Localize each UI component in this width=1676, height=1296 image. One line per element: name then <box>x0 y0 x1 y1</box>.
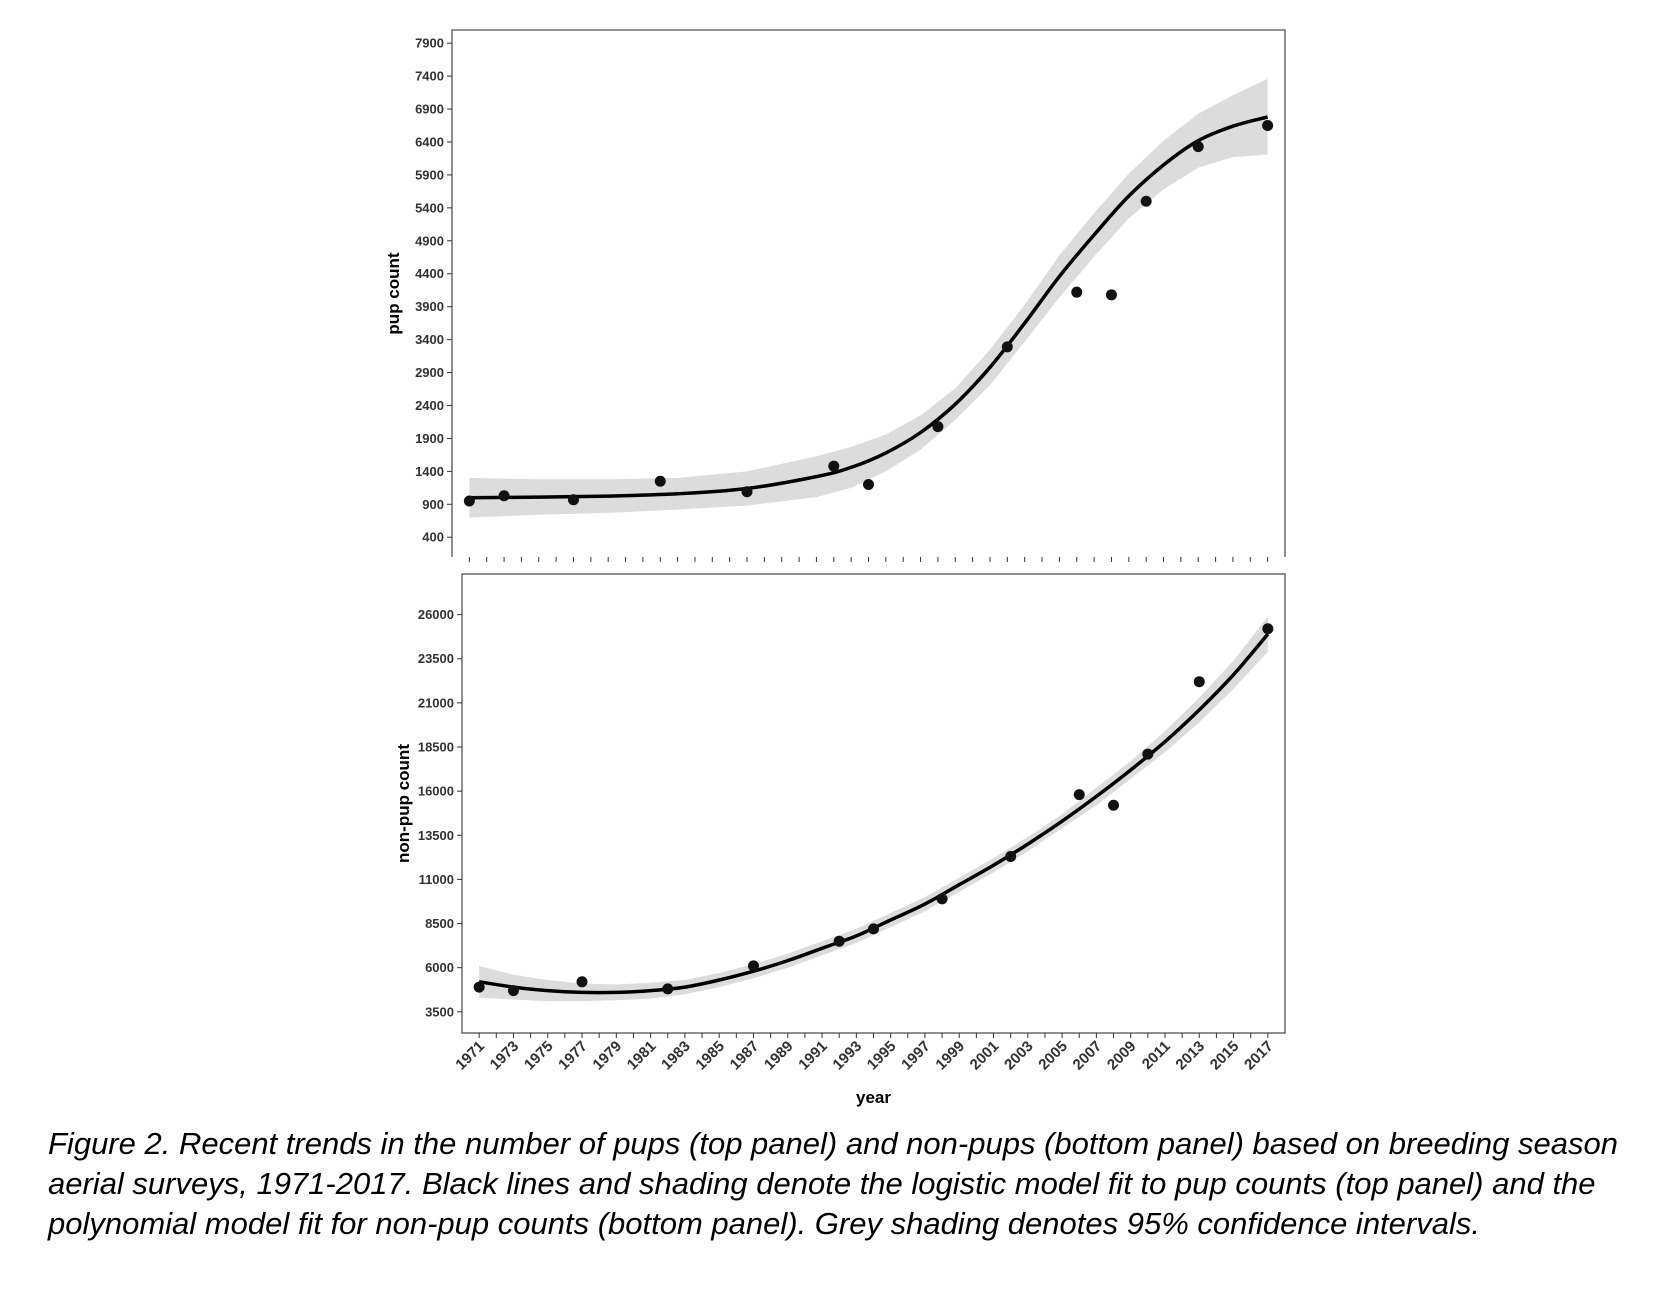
y-tick-label: 4900 <box>415 233 444 248</box>
y-tick-label: 400 <box>422 530 444 545</box>
y-tick-label: 900 <box>422 497 444 512</box>
x-tick-label: 2015 <box>1207 1038 1243 1074</box>
y-tick-label: 21000 <box>418 695 454 710</box>
data-point <box>1001 341 1013 353</box>
x-tick-label: 1991 <box>795 1038 831 1074</box>
x-tick-label: 1989 <box>761 1038 797 1074</box>
data-point <box>654 475 666 487</box>
y-tick-label: 16000 <box>418 784 454 799</box>
x-tick-label: 1999 <box>932 1038 968 1074</box>
data-point <box>1262 623 1274 635</box>
data-point <box>936 893 948 905</box>
data-point <box>1108 799 1120 811</box>
y-tick-label: 5400 <box>415 200 444 215</box>
data-point <box>868 923 879 935</box>
data-point <box>1192 141 1204 153</box>
data-point <box>828 460 840 472</box>
x-tick-label: 1997 <box>898 1038 934 1074</box>
data-point <box>1105 289 1117 301</box>
y-tick-label: 8500 <box>425 916 454 931</box>
x-tick-label: 2003 <box>1001 1038 1037 1074</box>
x-tick-label: 1979 <box>590 1038 626 1074</box>
data-point <box>1193 676 1205 688</box>
figure-caption: Figure 2. Recent trends in the number of… <box>48 1126 1618 1241</box>
y-tick-label: 4400 <box>415 266 444 281</box>
data-point <box>863 479 874 491</box>
x-tick-label: 1981 <box>624 1038 660 1074</box>
data-point <box>1140 195 1152 207</box>
y-tick-label: 13500 <box>418 828 454 843</box>
x-tick-label: 1995 <box>864 1038 900 1074</box>
model-fit-line <box>478 632 1270 995</box>
data-point <box>833 935 845 947</box>
y-tick-label: 23500 <box>418 651 454 666</box>
confidence-band <box>469 78 1268 518</box>
data-point <box>932 421 944 433</box>
y-tick-label: 3900 <box>415 299 444 314</box>
y-tick-label: 2900 <box>415 365 444 380</box>
x-tick-label: 1987 <box>727 1038 763 1074</box>
data-point <box>662 983 674 995</box>
y-tick-label: 6400 <box>415 134 444 149</box>
y-tick-label: 18500 <box>418 740 454 755</box>
y-tick-label: 26000 <box>418 607 454 622</box>
confidence-band <box>479 616 1268 1002</box>
model-fit-line <box>469 115 1269 500</box>
y-axis-title: pup count <box>384 252 403 334</box>
data-point <box>473 981 485 993</box>
y-tick-label: 3400 <box>415 332 444 347</box>
data-point <box>1073 789 1085 801</box>
y-tick-label: 3500 <box>425 1004 454 1019</box>
x-tick-label: 1977 <box>555 1038 591 1074</box>
data-point <box>747 960 759 972</box>
data-point <box>1005 850 1017 862</box>
x-tick-label: 1993 <box>830 1038 866 1074</box>
x-tick-label: 2005 <box>1035 1038 1071 1074</box>
data-point <box>1142 748 1154 760</box>
data-point <box>498 490 510 502</box>
y-tick-label: 7900 <box>415 36 444 51</box>
x-tick-label: 2017 <box>1241 1038 1277 1074</box>
x-tick-label: 2013 <box>1172 1038 1208 1074</box>
x-tick-label: 2009 <box>1104 1038 1140 1074</box>
y-tick-label: 1400 <box>415 464 444 479</box>
y-axis-title: non-pup count <box>394 744 413 863</box>
y-tick-label: 5900 <box>415 167 444 182</box>
figure: 400 900 1400 1900 2400 2900 3400 3900 4400 4900 54… <box>384 29 1286 1107</box>
data-point <box>463 495 475 507</box>
data-point <box>1071 286 1083 298</box>
data-point <box>576 976 588 988</box>
y-tick-label: 6900 <box>415 102 444 117</box>
x-tick-label: 2011 <box>1139 1038 1174 1073</box>
x-tick-label: 2007 <box>1070 1038 1106 1074</box>
x-tick-label: 1985 <box>692 1038 728 1074</box>
x-tick-label: 1983 <box>658 1038 694 1074</box>
data-point <box>507 985 519 997</box>
y-tick-label: 6000 <box>425 960 454 975</box>
data-point <box>567 494 579 506</box>
bottom-panel: 3500 6000 8500 11000 13500 16000 18500 21000 235… <box>394 573 1286 1107</box>
x-tick-label: 2001 <box>967 1038 1003 1074</box>
x-tick-label: 1971 <box>452 1038 488 1074</box>
y-tick-label: 2400 <box>415 398 444 413</box>
panel-border <box>461 573 1286 1034</box>
x-axis-title: year <box>856 1088 891 1107</box>
data-point <box>741 486 753 498</box>
top-panel: 400 900 1400 1900 2400 2900 3400 3900 4400 4900 54… <box>384 29 1286 562</box>
x-tick-label: 1975 <box>521 1038 557 1074</box>
panel-border <box>451 29 1286 557</box>
y-tick-label: 11000 <box>419 872 454 887</box>
data-point <box>1262 120 1274 132</box>
x-tick-label: 1973 <box>487 1038 523 1074</box>
y-tick-label: 7400 <box>415 69 444 84</box>
y-tick-label: 1900 <box>415 431 444 446</box>
